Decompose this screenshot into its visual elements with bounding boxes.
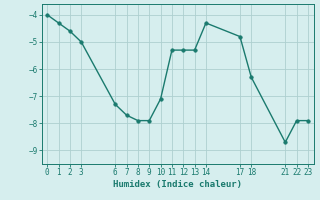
X-axis label: Humidex (Indice chaleur): Humidex (Indice chaleur)	[113, 180, 242, 189]
